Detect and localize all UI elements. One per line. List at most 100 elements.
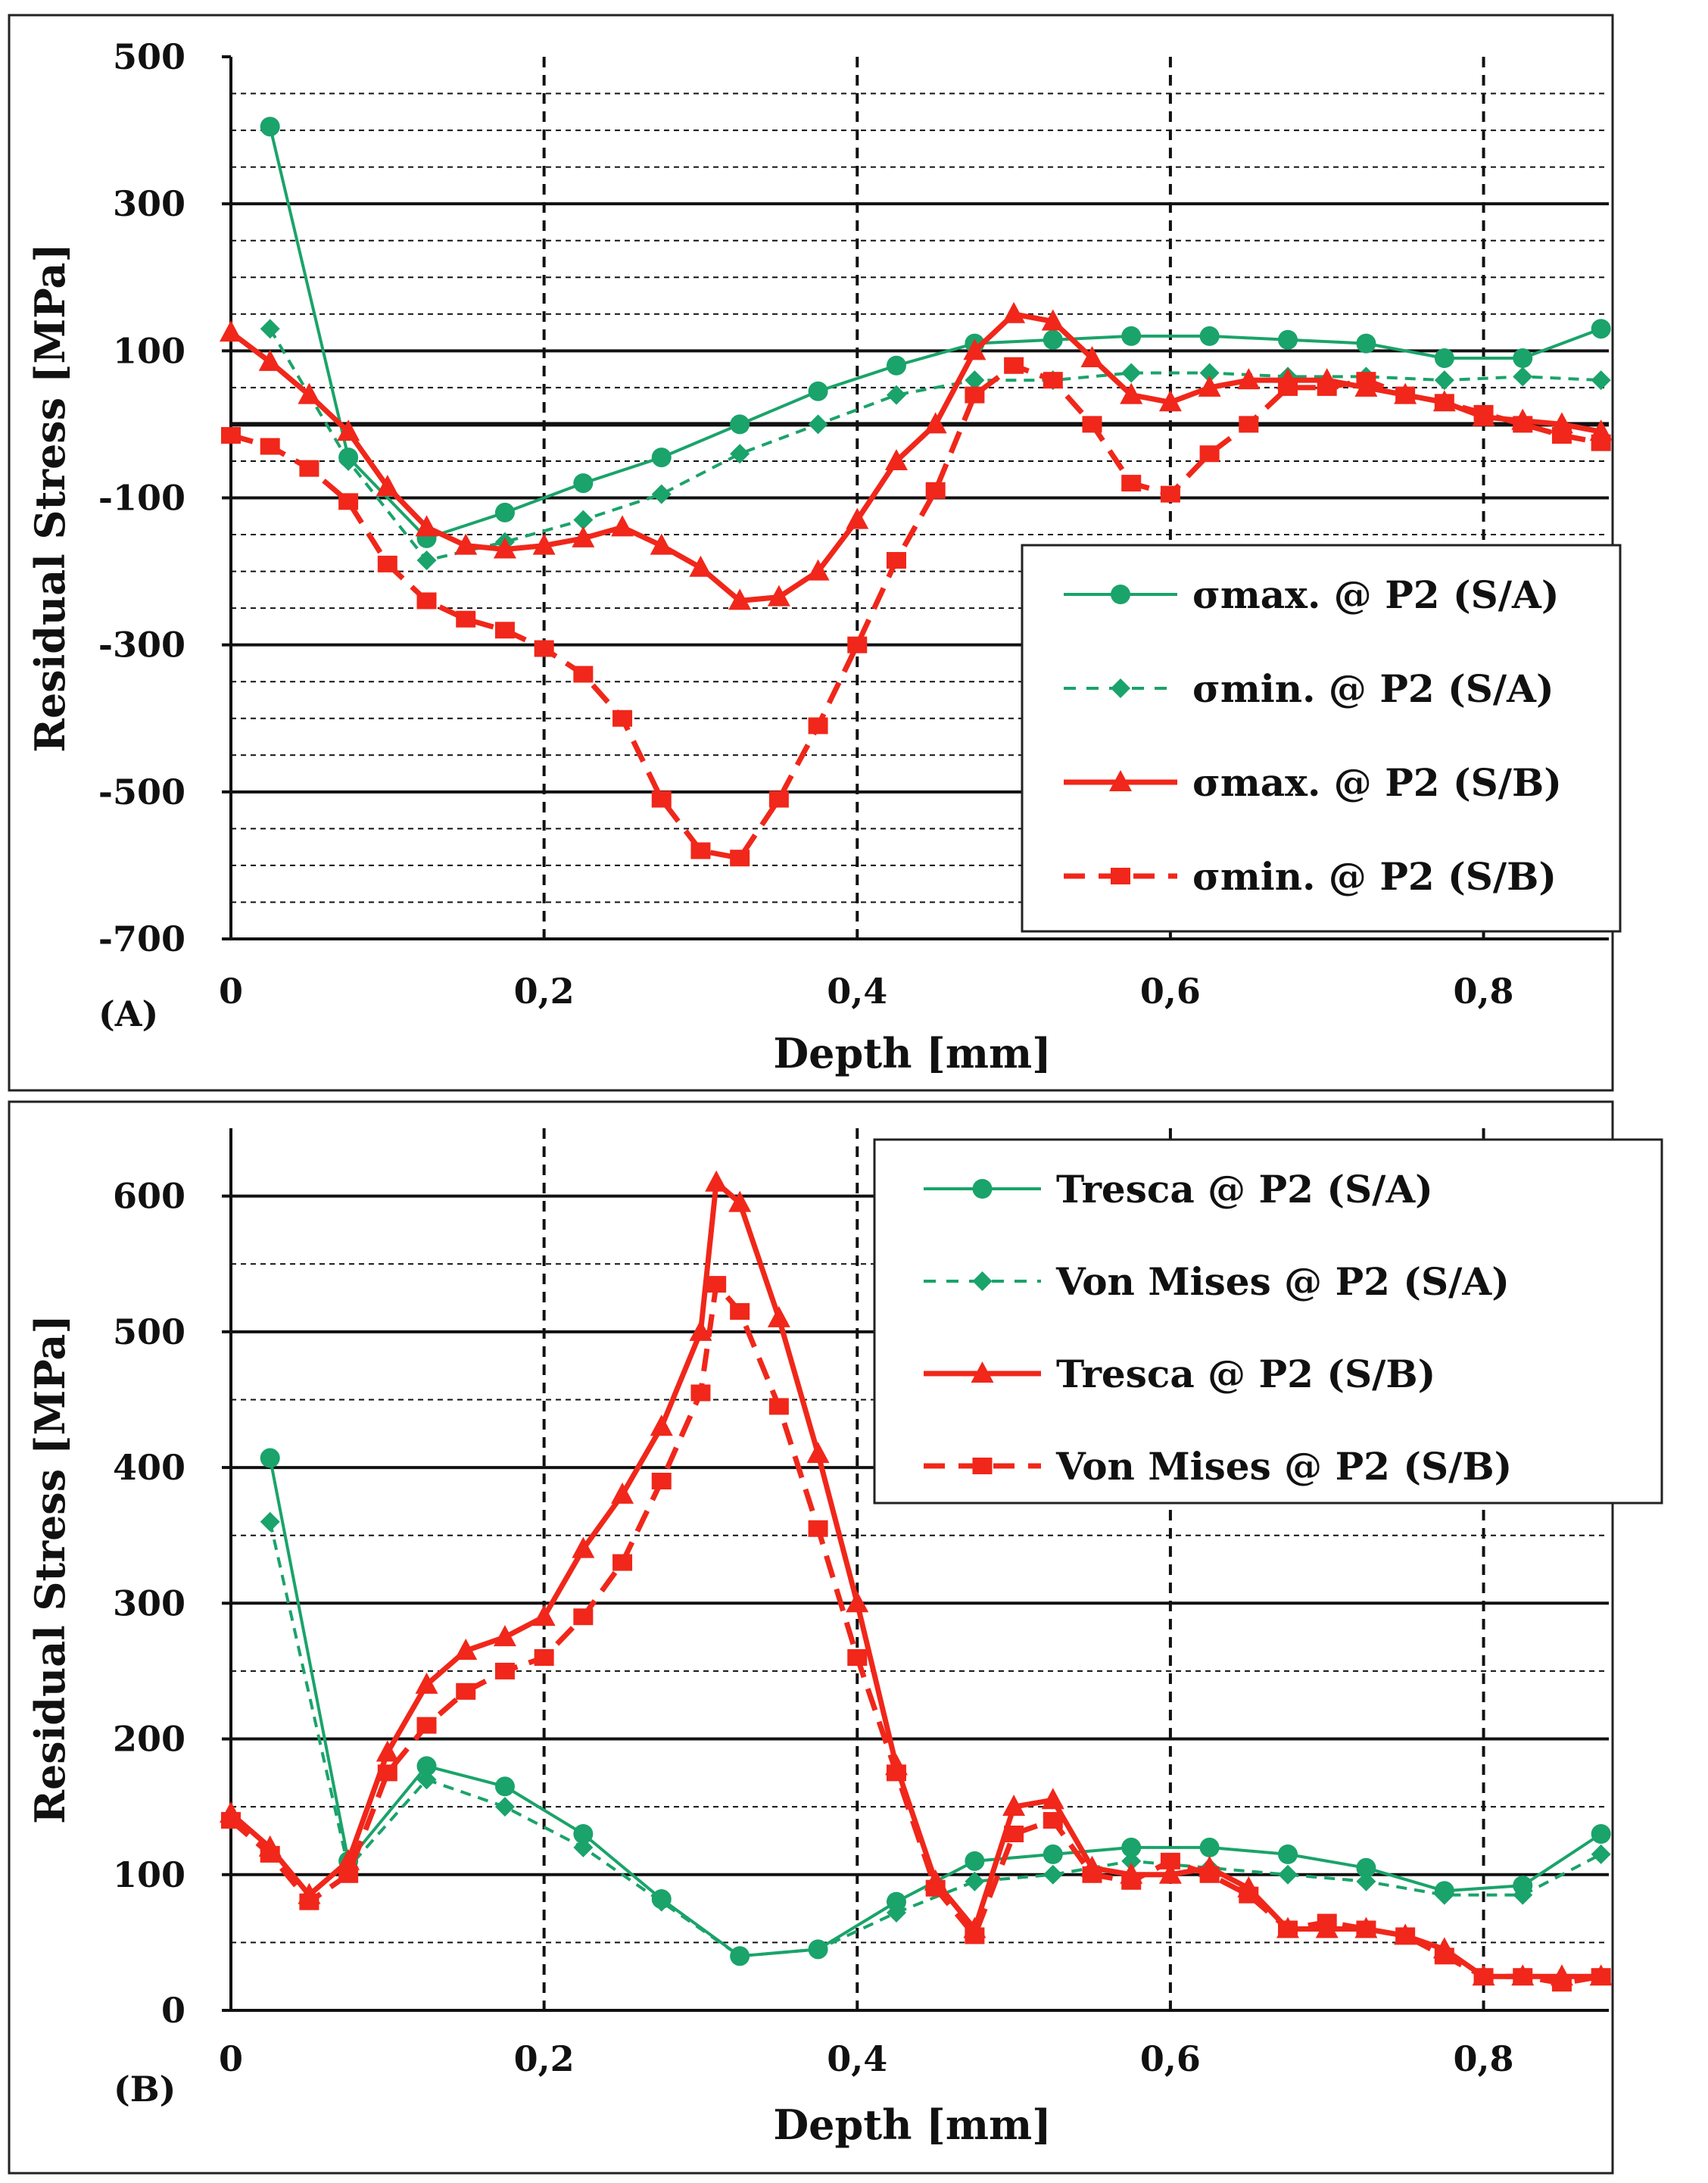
data-point	[299, 460, 319, 477]
y-tick-label: -100	[98, 478, 185, 519]
data-point	[730, 850, 750, 867]
series-1	[260, 1511, 1611, 1966]
data-point	[808, 717, 828, 734]
data-point	[416, 592, 437, 610]
data-point	[886, 1891, 906, 1912]
data-point	[1082, 416, 1102, 433]
data-point	[532, 533, 556, 555]
y-tick-label: 300	[113, 183, 185, 224]
data-point	[1317, 1913, 1337, 1931]
data-point	[1080, 346, 1104, 368]
data-point	[1041, 1788, 1064, 1810]
data-point	[1317, 379, 1337, 396]
x-tick-label: 0,8	[1454, 2038, 1514, 2079]
data-point	[338, 493, 359, 510]
data-point	[1121, 363, 1142, 383]
y-tick-label: -500	[98, 772, 185, 812]
data-point	[415, 515, 438, 537]
series-3	[221, 357, 1611, 867]
y-tick-label: 300	[113, 1583, 185, 1623]
y-axis-title: Residual Stress [MPa]	[26, 243, 74, 753]
data-point	[298, 382, 321, 404]
x-axis-title: Depth [mm]	[773, 1029, 1051, 1077]
data-point	[1043, 372, 1063, 389]
data-point	[493, 537, 516, 559]
data-point	[1041, 309, 1064, 331]
data-point	[1591, 370, 1611, 391]
data-point	[416, 550, 437, 571]
data-point	[1002, 1795, 1026, 1817]
legend-marker	[972, 1271, 993, 1291]
data-point	[886, 552, 906, 569]
data-point	[730, 444, 750, 464]
data-point	[1004, 357, 1024, 374]
data-point	[299, 1893, 319, 1910]
data-point	[416, 1770, 437, 1790]
data-point	[1043, 1864, 1063, 1885]
data-point	[651, 448, 672, 468]
data-point	[965, 1927, 985, 1944]
x-tick-label: 0	[219, 2038, 243, 2079]
data-point	[1199, 1837, 1220, 1857]
data-point	[1395, 386, 1416, 404]
data-point	[846, 1591, 869, 1613]
data-point	[532, 1605, 556, 1626]
data-point	[534, 1649, 554, 1666]
data-point	[705, 1170, 728, 1192]
series-line	[268, 328, 1601, 563]
data-point	[1043, 1844, 1063, 1864]
chart-panel-a: 500 300 100 -100 -300 -500 -700 0 0,2 0,4 0,6 0,8 De…	[8, 14, 1622, 1092]
legend-marker	[1111, 868, 1130, 884]
data-point	[730, 1302, 750, 1320]
data-point	[925, 482, 946, 499]
legend-marker	[972, 1179, 993, 1199]
data-point	[377, 1764, 397, 1782]
data-point	[1473, 1968, 1494, 1985]
data-point	[728, 588, 752, 610]
x-tick-label: 0,2	[514, 2038, 575, 2079]
data-point	[572, 525, 595, 547]
grid	[231, 1128, 1609, 2010]
data-point	[965, 1871, 985, 1891]
data-point	[1278, 1844, 1298, 1864]
data-point	[1513, 416, 1533, 433]
chart-panel-b: 600 500 400 300 200 100 00 0,2 0,4 0,6 0,8 Depth [m…	[8, 1100, 1663, 2175]
data-point	[808, 381, 828, 401]
data-point	[651, 791, 672, 808]
data-point	[337, 419, 360, 441]
y-axis-title: Residual Stress [MPa]	[26, 1314, 74, 1824]
y-tick-label: 400	[113, 1447, 185, 1488]
series-3	[221, 1276, 1611, 1992]
data-point	[534, 640, 554, 657]
data-point	[338, 451, 359, 471]
data-point	[1513, 366, 1533, 387]
data-point	[1121, 1851, 1142, 1871]
data-point	[573, 1824, 594, 1844]
data-point	[456, 1682, 476, 1700]
data-point	[260, 117, 280, 137]
data-point	[925, 1879, 946, 1897]
data-point	[1043, 329, 1063, 350]
data-point	[1237, 368, 1261, 390]
data-point	[767, 1305, 790, 1327]
data-point	[1591, 1968, 1611, 1985]
legend-entry: Von Mises @ P2 (S/B)	[1055, 1444, 1512, 1489]
legend: Tresca @ P2 (S/A) Von Mises @ P2 (S/A) Tre…	[873, 1138, 1663, 1505]
data-point	[221, 426, 241, 444]
data-point	[1356, 1920, 1376, 1938]
legend-entry: σmax. @ P2 (S/B)	[1192, 760, 1562, 805]
data-point	[808, 1520, 828, 1537]
data-point	[1120, 382, 1143, 404]
legend: σmax. @ P2 (S/A) σmin. @ P2 (S/A) σmax. @ …	[1021, 544, 1622, 933]
data-point	[651, 1891, 672, 1912]
legend-box	[873, 1138, 1663, 1505]
data-point	[1434, 394, 1454, 411]
data-point	[768, 1398, 789, 1415]
data-point	[415, 1672, 438, 1694]
legend-box	[1021, 544, 1622, 933]
data-point	[1434, 1948, 1454, 1965]
y-tick-label: 200	[113, 1719, 185, 1760]
data-point	[650, 533, 673, 555]
data-point	[1513, 1885, 1533, 1905]
data-point	[1239, 416, 1259, 433]
